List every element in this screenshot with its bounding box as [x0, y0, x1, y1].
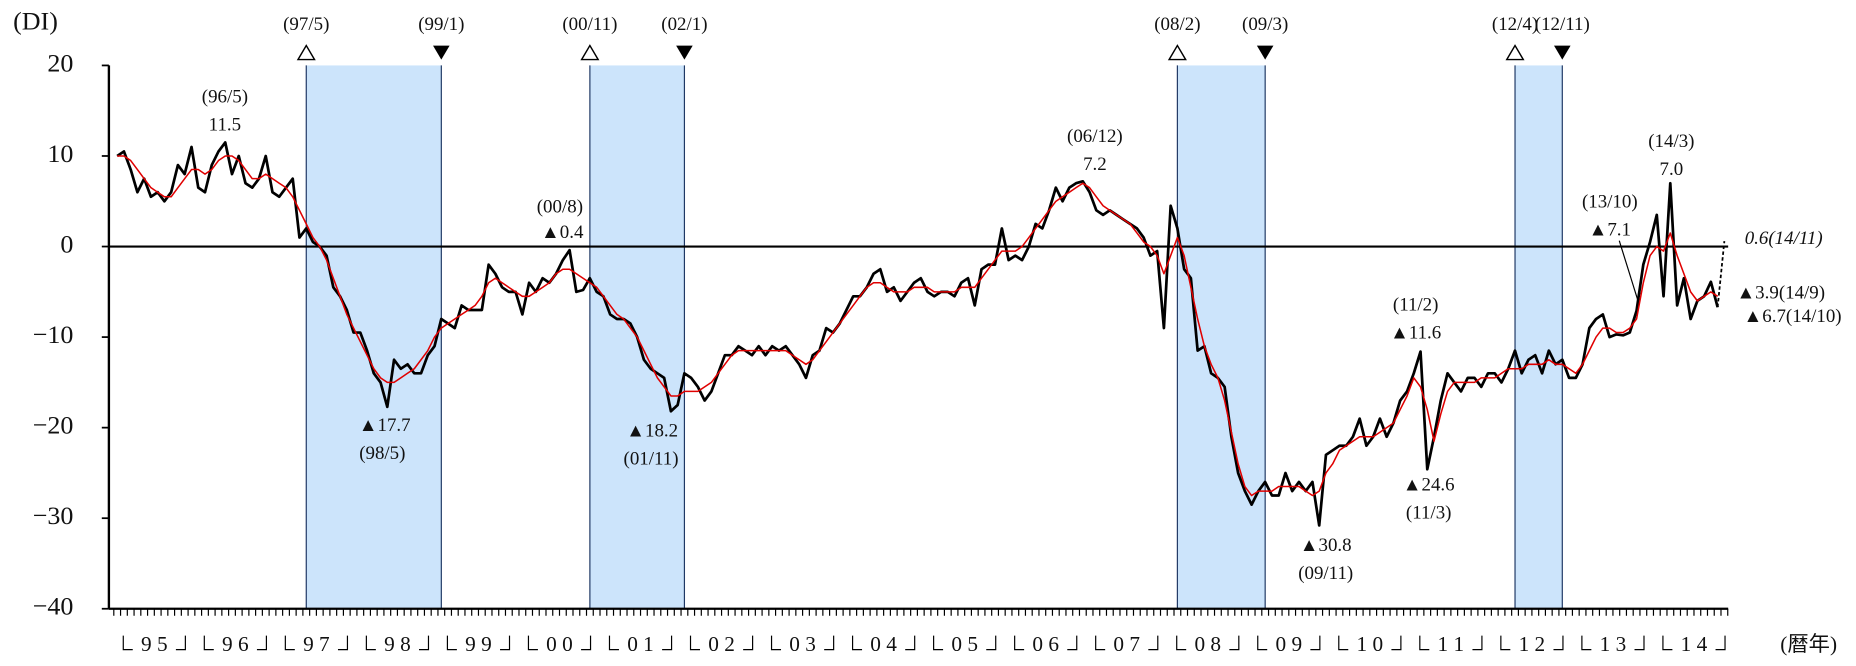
y-tick-label: 20: [47, 48, 73, 77]
year-bracket: [608, 635, 673, 651]
annotation-value: 11.5: [209, 115, 241, 136]
peak-marker: [1505, 44, 1525, 61]
x-tick-label: 1 3: [1600, 632, 1627, 656]
year-bracket: [770, 635, 835, 651]
x-unit: (暦年): [1780, 632, 1837, 656]
year-bracket: [1500, 635, 1564, 651]
y-tick-label: −30: [33, 501, 74, 530]
x-tick-label: 0 7: [1113, 632, 1140, 656]
peak-marker: [580, 44, 600, 61]
band-end-label: (12/11): [1535, 14, 1590, 35]
x-tick-label: 9 8: [384, 632, 411, 656]
latest-dashed-segment: [1716, 241, 1726, 308]
year-bracket: [527, 635, 592, 651]
y-tick-label: −20: [33, 411, 74, 440]
year-bracket: [1014, 635, 1078, 651]
annotation-date: (98/5): [359, 443, 405, 464]
x-tick-label: 9 6: [222, 632, 249, 656]
trough-marker: [1256, 45, 1274, 60]
end-label: 0.6(14/11): [1745, 228, 1823, 249]
x-tick-label: 9 7: [303, 632, 330, 656]
annotation-value: ▲18.2: [626, 421, 678, 442]
band-end-label: (02/1): [661, 14, 707, 35]
end-label: ▲6.7(14/10): [1744, 306, 1842, 327]
year-bracket: [1419, 635, 1483, 651]
year-bracket: [365, 635, 430, 651]
band: [1515, 65, 1563, 609]
recession-bands: [305, 65, 1563, 609]
x-tick-label: 0 4: [870, 632, 897, 656]
band-start-label: (00/11): [562, 14, 617, 35]
x-tick-label: 0 0: [546, 632, 573, 656]
annotation-date: (13/10): [1582, 192, 1638, 213]
year-bracket: [1581, 635, 1645, 651]
peak-marker: [1167, 44, 1187, 61]
x-tick-label: 0 3: [789, 632, 816, 656]
trough-marker: [676, 45, 693, 60]
band-end-label: (09/3): [1242, 14, 1288, 35]
y-unit: (DI): [13, 6, 58, 35]
year-bracket: [1095, 635, 1159, 651]
annotation-date: (11/2): [1393, 295, 1439, 316]
trough-marker: [433, 45, 450, 60]
y-tick-label: 0: [60, 230, 73, 259]
band: [1177, 65, 1266, 609]
year-bracket: [689, 635, 754, 651]
year-bracket: [1662, 635, 1726, 651]
x-tick-label: 0 5: [951, 632, 978, 656]
annotation-value: ▲0.4: [541, 222, 584, 243]
x-tick-label: 0 9: [1275, 632, 1302, 656]
x-tick-label: 1 0: [1357, 632, 1384, 656]
year-bracket: [1176, 635, 1240, 651]
x-tick-label: 0 1: [627, 632, 654, 656]
annotation-value: ▲11.6: [1390, 323, 1441, 344]
year-bracket: [122, 635, 186, 651]
year-bracket: [1257, 635, 1321, 651]
series-line: [117, 155, 1719, 497]
annotation-value: ▲7.1: [1589, 220, 1631, 241]
annotation-date: (01/11): [624, 449, 679, 470]
year-bracket: [1338, 635, 1402, 651]
peak-marker: [296, 44, 316, 61]
annotation-date: (14/3): [1648, 131, 1694, 152]
year-bracket: [851, 635, 916, 651]
x-tick-label: 0 2: [708, 632, 735, 656]
x-tick-label: 9 5: [141, 632, 168, 656]
year-bracket: [446, 635, 511, 651]
trough-marker: [1554, 45, 1571, 60]
x-tick-label: 1 1: [1438, 632, 1465, 656]
end-label: ▲3.9(14/9): [1736, 283, 1825, 304]
series-line: [116, 141, 1719, 527]
y-tick-label: −40: [33, 592, 74, 621]
x-tick-label: 1 4: [1681, 632, 1708, 656]
year-bracket: [933, 635, 997, 651]
y-tick-label: −10: [33, 320, 74, 349]
annotation-value: 7.2: [1083, 154, 1107, 175]
band: [306, 65, 442, 609]
annotation-date: (11/3): [1406, 502, 1452, 523]
annotation-value: ▲30.8: [1300, 535, 1352, 556]
year-bracket: [284, 635, 349, 651]
x-tick-label: 9 9: [465, 632, 492, 656]
annotation-date: (06/12): [1067, 126, 1123, 147]
band-start-label: (08/2): [1154, 14, 1200, 35]
band-start-label: (12/4): [1492, 14, 1538, 35]
x-tick-label: 0 6: [1032, 632, 1059, 656]
band-end-label: (99/1): [418, 14, 464, 35]
x-tick-label: 0 8: [1194, 632, 1221, 656]
annotation-value: ▲24.6: [1403, 474, 1455, 495]
leader-line: [1618, 240, 1639, 302]
x-tick-label: 1 2: [1519, 632, 1546, 656]
annotation-date: (09/11): [1298, 563, 1353, 584]
y-tick-label: 10: [47, 139, 73, 168]
annotation-date: (00/8): [537, 196, 583, 217]
annotation-value: 7.0: [1660, 159, 1684, 180]
band-start-label: (97/5): [283, 14, 329, 35]
year-bracket: [203, 635, 267, 651]
annotation-value: ▲17.7: [359, 415, 411, 436]
annotation-date: (96/5): [202, 87, 248, 108]
